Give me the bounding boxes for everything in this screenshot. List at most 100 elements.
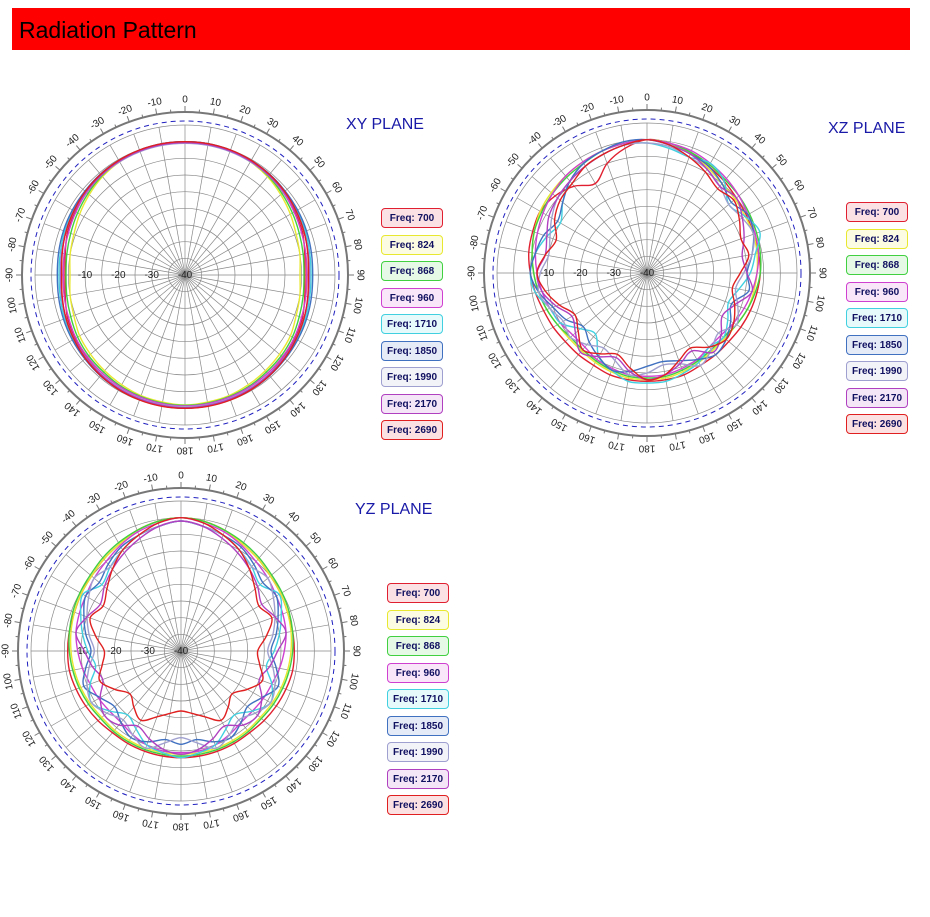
grid-spoke [39, 599, 182, 652]
grid-spoke [180, 650, 312, 727]
grid-spoke [65, 554, 182, 652]
angle-label: -40 [64, 132, 82, 150]
angle-label: 130 [309, 377, 328, 397]
angle-tick [510, 177, 514, 180]
grid-spoke [531, 272, 648, 370]
xy-plane-polar-chart: 0 102030405060708090100110120130140150160… [5, 95, 366, 456]
angle-label: 130 [37, 753, 56, 773]
series-line-1850 [82, 520, 280, 746]
yz-plane-title: YZ PLANE [355, 501, 433, 518]
angle-tick [537, 143, 543, 149]
angle-label: 140 [283, 775, 303, 794]
angle-tick [20, 607, 24, 610]
angle-tick [55, 379, 61, 385]
angle-label: -10 [147, 96, 164, 109]
grid-spoke [646, 246, 795, 274]
series-line-868 [68, 517, 294, 757]
grid-spoke [133, 133, 186, 276]
angle-tick [34, 204, 38, 207]
legend-item-2170: Freq: 2170 [846, 387, 908, 408]
angle-label: 150 [258, 793, 278, 811]
angle-label: 180 [176, 444, 193, 455]
grid-spoke [180, 650, 257, 782]
angle-label: 130 [305, 753, 324, 773]
legend-item-1710: Freq: 1710 [846, 308, 908, 328]
reference-circle [26, 496, 336, 806]
legend-item-1850: Freq: 1850 [846, 334, 908, 355]
angle-tick [345, 245, 352, 248]
grid-spoke [180, 509, 233, 652]
angle-label: -30 [85, 491, 103, 508]
angle-label: -40 [526, 130, 544, 148]
legend-item-824: Freq: 824 [381, 234, 443, 255]
angle-tick [305, 541, 311, 547]
angle-label: 0 [182, 95, 188, 106]
angle-label: 60 [791, 178, 806, 194]
angle-tick [253, 422, 256, 426]
angle-tick [274, 784, 277, 788]
angle-tick [603, 430, 606, 434]
angle-label: -90 [1, 643, 12, 658]
angle-label: 130 [503, 375, 522, 395]
angle-label: 160 [577, 429, 597, 445]
angle-label: -70 [475, 204, 490, 222]
angle-tick [332, 204, 336, 207]
angle-label: -20 [579, 101, 597, 116]
angle-tick [249, 500, 252, 504]
angle-label: -60 [25, 178, 42, 196]
angle-tick [588, 114, 592, 121]
angle-label: -50 [38, 529, 56, 547]
angle-tick [226, 114, 229, 118]
angle-tick [278, 408, 281, 412]
grid-spoke [54, 199, 186, 276]
angle-label: 30 [265, 116, 281, 131]
angle-label: -90 [467, 265, 478, 280]
angle-tick [295, 533, 299, 537]
grid-spoke [184, 274, 212, 423]
angle-tick [787, 188, 794, 192]
angle-label: 20 [700, 102, 715, 116]
angle-tick [496, 202, 500, 205]
angle-tick [780, 366, 784, 369]
angle-tick [48, 179, 52, 182]
angle-label: 110 [341, 325, 357, 344]
angle-tick [342, 231, 346, 234]
angle-tick [96, 504, 100, 511]
grid-spoke [84, 535, 182, 652]
grid-spoke [646, 272, 778, 349]
angle-tick [325, 356, 332, 360]
grid-spoke [109, 274, 186, 406]
angle-tick [551, 136, 554, 140]
angle-label: 130 [771, 375, 790, 395]
angle-tick [89, 138, 92, 142]
angle-label: 170 [206, 440, 225, 454]
grid-spoke [33, 624, 182, 652]
grid-spoke [39, 650, 182, 703]
angle-label: 50 [311, 155, 327, 171]
grid-spoke [65, 650, 182, 748]
angle-label: 140 [287, 399, 307, 418]
grid-spoke [184, 274, 316, 351]
angle-tick [617, 106, 620, 113]
grid-spoke [180, 624, 329, 652]
grid-spoke [50, 650, 182, 727]
angle-tick [22, 592, 29, 596]
series-line-2690 [89, 517, 273, 722]
angle-label: 160 [235, 431, 255, 447]
angle-tick [299, 157, 303, 161]
angle-tick [333, 592, 340, 596]
angle-tick [141, 432, 144, 436]
angle-label: 10 [209, 96, 222, 109]
angle-label: 150 [87, 417, 107, 435]
angle-label: 140 [524, 397, 544, 416]
grid-spoke [646, 272, 699, 415]
angle-tick [30, 719, 34, 722]
angle-tick [771, 163, 777, 169]
angle-tick [262, 791, 266, 798]
angle-tick [342, 316, 346, 319]
angle-tick [155, 435, 158, 442]
angle-tick [20, 692, 24, 695]
angle-tick [51, 541, 57, 547]
angle-label: 170 [202, 816, 221, 830]
angle-tick [38, 190, 45, 194]
